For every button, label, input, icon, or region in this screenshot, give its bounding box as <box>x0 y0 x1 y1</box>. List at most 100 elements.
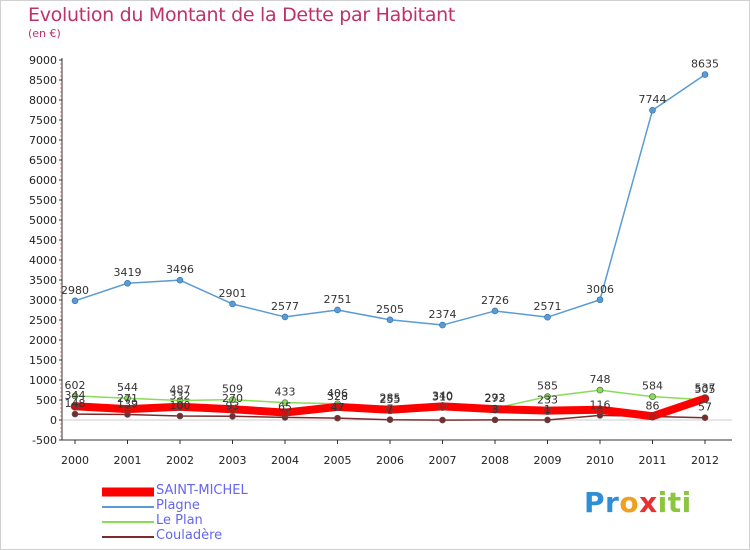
y-tick-label: 3000 <box>29 294 57 307</box>
data-label: 2726 <box>481 294 509 307</box>
y-tick-label: 3500 <box>29 274 57 287</box>
data-label: 344 <box>65 389 86 402</box>
data-point <box>438 402 447 411</box>
chart-title: Evolution du Montant de la Dette par Hab… <box>28 4 456 26</box>
data-label: 7744 <box>639 93 667 106</box>
data-point <box>700 394 710 403</box>
data-label: 148 <box>65 397 86 410</box>
y-tick-label: 6500 <box>29 154 57 167</box>
data-point <box>176 276 184 284</box>
x-tick-label: 2009 <box>534 454 562 467</box>
data-label: 3 <box>492 403 499 416</box>
y-tick-label: 2500 <box>29 314 57 327</box>
x-tick-label: 2007 <box>429 454 457 467</box>
data-label: 2980 <box>61 284 89 297</box>
y-tick-label: 4000 <box>29 254 57 267</box>
data-label: 271 <box>117 392 138 405</box>
x-tick-label: 2011 <box>639 454 667 467</box>
data-label: 100 <box>170 399 191 412</box>
data-point <box>71 410 79 418</box>
data-label: 748 <box>590 373 611 386</box>
data-point <box>439 416 446 424</box>
legend-label: SAINT-MICHEL <box>156 483 248 498</box>
data-point <box>70 401 80 411</box>
data-label: 3006 <box>586 283 614 296</box>
data-label: 3419 <box>114 266 142 279</box>
y-tick-label: 8000 <box>29 94 57 107</box>
legend-label: Couladère <box>156 528 223 543</box>
x-tick-label: 2000 <box>61 454 89 467</box>
data-label: 433 <box>275 386 296 399</box>
data-point <box>333 402 342 412</box>
data-label: 270 <box>222 392 243 405</box>
x-tick-label: 2008 <box>481 454 509 467</box>
data-point <box>228 404 237 414</box>
data-point <box>439 321 446 329</box>
x-tick-label: 2004 <box>271 454 299 467</box>
data-point <box>334 414 341 422</box>
data-point <box>544 313 551 321</box>
data-point <box>123 404 132 414</box>
data-point <box>701 414 709 422</box>
legend-swatch <box>102 484 154 499</box>
data-label: 328 <box>327 390 348 403</box>
data-label: 292 <box>485 391 506 404</box>
data-point <box>176 412 184 420</box>
data-label: 310 <box>432 391 453 404</box>
y-tick-label: 8500 <box>29 74 57 87</box>
data-point <box>649 393 656 400</box>
y-tick-label: 500 <box>36 394 57 407</box>
data-point <box>71 297 79 305</box>
x-tick-label: 2001 <box>114 454 142 467</box>
data-label: 3496 <box>166 263 194 276</box>
data-point <box>281 313 289 321</box>
data-point <box>544 393 551 400</box>
data-label: 487 <box>170 384 191 397</box>
data-label: 93 <box>226 399 240 412</box>
data-label: 505 <box>695 383 716 396</box>
y-tick-label: 6000 <box>29 174 57 187</box>
y-tick-label: 9000 <box>29 54 57 67</box>
data-label: 2901 <box>219 287 247 300</box>
data-label: 2505 <box>376 303 404 316</box>
data-label: 233 <box>537 394 558 407</box>
chart-subtitle: (en €) <box>28 27 61 40</box>
data-point <box>334 306 341 314</box>
y-tick-label: 5500 <box>29 194 57 207</box>
data-label: 7 <box>387 403 394 416</box>
x-tick-label: 2010 <box>586 454 614 467</box>
data-point <box>544 416 551 424</box>
data-point <box>596 296 604 304</box>
data-point <box>595 405 605 415</box>
data-point <box>596 386 604 394</box>
data-label: 332 <box>170 390 191 403</box>
data-label: 285 <box>380 392 401 405</box>
x-tick-label: 2005 <box>324 454 352 467</box>
data-label: 2571 <box>534 300 562 313</box>
data-point <box>229 412 236 420</box>
data-label: 537 <box>695 382 716 395</box>
legend-swatch <box>102 529 154 544</box>
data-label: 585 <box>537 380 558 393</box>
data-label: 8635 <box>691 58 719 71</box>
data-point <box>491 307 499 315</box>
y-tick-label: 7000 <box>29 134 57 147</box>
data-label: 2577 <box>271 300 299 313</box>
data-label: 255 <box>380 393 401 406</box>
x-tick-label: 2002 <box>166 454 194 467</box>
y-tick-label: 0 <box>50 414 57 427</box>
data-point <box>701 71 709 78</box>
data-point <box>385 405 395 415</box>
data-point <box>648 411 657 421</box>
y-tick-label: 7500 <box>29 114 57 127</box>
legend-swatch <box>102 514 154 529</box>
x-tick-label: 2012 <box>691 454 719 467</box>
data-label: 2751 <box>324 293 352 306</box>
legend-swatch <box>102 499 154 514</box>
data-point <box>543 406 552 415</box>
data-point <box>281 399 289 406</box>
data-point <box>649 106 656 114</box>
data-point <box>386 416 394 424</box>
data-label: 509 <box>222 383 243 396</box>
